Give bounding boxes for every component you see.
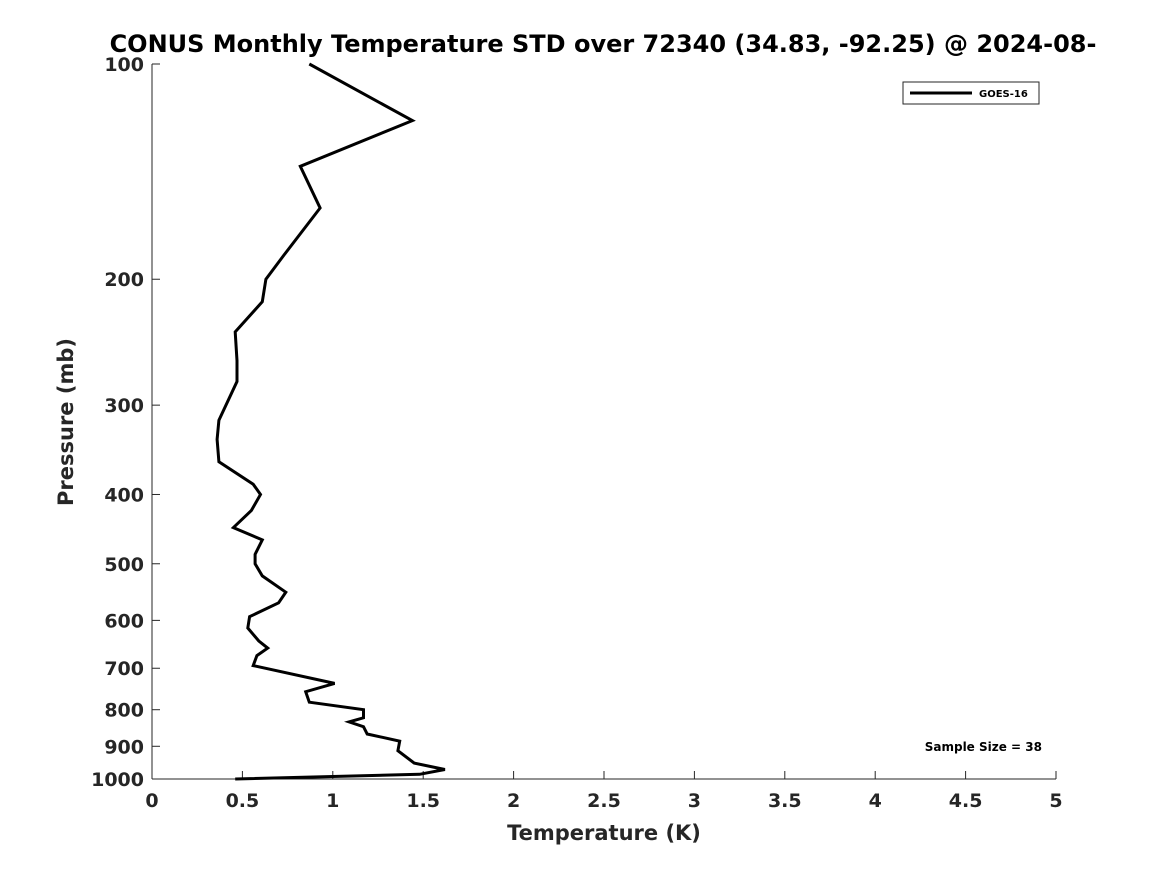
x-tick-label: 1	[326, 790, 339, 812]
y-tick-label: 800	[104, 700, 144, 722]
y-tick-label: 1000	[91, 769, 144, 791]
x-tick-label: 0.5	[226, 790, 260, 812]
y-tick-label: 300	[104, 395, 144, 417]
x-axis-label: Temperature (K)	[507, 821, 701, 845]
y-axis-label: Pressure (mb)	[54, 338, 78, 506]
series-layer	[215, 62, 446, 781]
x-tick-label: 3.5	[768, 790, 802, 812]
y-tick-label: 400	[104, 484, 144, 506]
y-tick-label: 100	[104, 54, 144, 76]
y-tick-label: 900	[104, 736, 144, 758]
y-axis-ticks: 100 200 300 400 500 600 700 800 900 1000	[91, 54, 160, 791]
x-axis-ticks: 0 0.5 1 1.5 2 2.5 3 3.5 4 4.5 5	[145, 771, 1063, 812]
y-tick-label: 500	[104, 554, 144, 576]
sample-size-annotation: Sample Size = 38	[925, 740, 1042, 754]
y-tick-label: 700	[104, 658, 144, 680]
y-tick-label: 600	[104, 610, 144, 632]
x-tick-label: 3	[688, 790, 701, 812]
x-tick-label: 5	[1049, 790, 1062, 812]
x-tick-label: 0	[145, 790, 158, 812]
legend: GOES-16	[902, 81, 1040, 105]
x-tick-label: 2	[507, 790, 520, 812]
x-tick-label: 2.5	[587, 790, 621, 812]
x-tick-label: 1.5	[406, 790, 440, 812]
legend-label-goes-16: GOES-16	[979, 89, 1028, 100]
x-tick-label: 4	[869, 790, 882, 812]
x-tick-label: 4.5	[949, 790, 983, 812]
series-line-goes-16	[215, 62, 446, 781]
chart-title: CONUS Monthly Temperature STD over 72340…	[110, 30, 1097, 58]
y-tick-label: 200	[104, 269, 144, 291]
